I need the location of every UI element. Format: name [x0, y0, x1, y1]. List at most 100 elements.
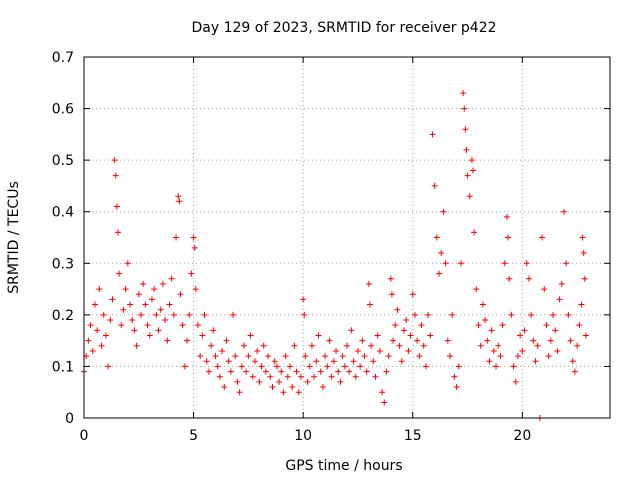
x-tick-label: 5 — [189, 428, 198, 444]
data-points — [81, 90, 589, 421]
data-point — [359, 337, 366, 344]
data-point — [418, 322, 425, 329]
data-point — [464, 172, 471, 179]
data-point — [157, 306, 164, 313]
data-point — [308, 342, 315, 349]
data-point — [127, 301, 134, 308]
data-point — [232, 353, 239, 360]
data-point — [581, 275, 588, 282]
data-point — [188, 270, 195, 277]
data-point — [295, 389, 302, 396]
data-point — [300, 296, 307, 303]
data-point — [541, 286, 548, 293]
data-point — [381, 399, 388, 406]
data-point — [493, 363, 500, 370]
data-point — [414, 337, 421, 344]
data-point — [512, 378, 519, 385]
data-point — [392, 322, 399, 329]
data-point — [159, 280, 166, 287]
data-point — [186, 311, 193, 318]
data-point — [192, 286, 199, 293]
x-tick-label: 15 — [404, 428, 422, 444]
data-point — [438, 249, 445, 256]
data-point — [470, 167, 477, 174]
data-point — [346, 368, 353, 375]
data-point — [191, 244, 198, 251]
data-point — [317, 368, 324, 375]
data-point — [534, 342, 541, 349]
data-point — [552, 327, 559, 334]
y-tick-label: 0.5 — [52, 153, 74, 169]
data-point — [322, 353, 329, 360]
data-point — [444, 337, 451, 344]
data-point — [166, 301, 173, 308]
data-point — [197, 353, 204, 360]
data-point — [463, 146, 470, 153]
data-point — [214, 363, 221, 370]
data-point — [525, 275, 532, 282]
data-point — [116, 270, 123, 277]
data-point — [539, 234, 546, 241]
data-point — [374, 332, 381, 339]
data-point — [505, 234, 512, 241]
data-point — [420, 342, 427, 349]
data-point — [550, 311, 557, 318]
data-point — [199, 332, 206, 339]
data-point — [311, 373, 318, 380]
data-point — [291, 342, 298, 349]
data-point — [508, 311, 515, 318]
data-point — [580, 249, 587, 256]
data-point — [293, 368, 300, 375]
data-point — [495, 342, 502, 349]
data-point — [313, 358, 320, 365]
data-point — [387, 275, 394, 282]
data-point — [499, 322, 506, 329]
data-point — [100, 311, 107, 318]
data-point — [523, 260, 530, 267]
data-point — [153, 311, 160, 318]
data-point — [530, 337, 537, 344]
data-point — [398, 358, 405, 365]
data-point — [243, 368, 250, 375]
data-point — [468, 157, 475, 164]
data-point — [449, 311, 456, 318]
data-point — [436, 270, 443, 277]
data-point — [403, 317, 410, 324]
data-point — [477, 342, 484, 349]
data-point — [140, 280, 147, 287]
data-point — [179, 322, 186, 329]
data-point — [473, 286, 480, 293]
data-point — [129, 317, 136, 324]
data-point — [388, 291, 395, 298]
data-point — [113, 203, 120, 210]
data-point — [341, 363, 348, 370]
data-point — [348, 327, 355, 334]
data-point — [416, 353, 423, 360]
data-point — [133, 342, 140, 349]
data-point — [151, 286, 158, 293]
data-point — [120, 306, 127, 313]
data-point — [368, 342, 375, 349]
data-point — [240, 342, 247, 349]
data-point — [569, 358, 576, 365]
data-point — [203, 358, 210, 365]
data-point — [168, 275, 175, 282]
data-point — [234, 378, 241, 385]
data-point — [315, 332, 322, 339]
data-point — [221, 384, 228, 391]
data-point — [545, 353, 552, 360]
data-point — [184, 337, 191, 344]
y-tick-label: 0.2 — [52, 308, 74, 324]
data-point — [262, 368, 269, 375]
data-point — [276, 378, 283, 385]
data-point — [440, 208, 447, 215]
data-point — [517, 332, 524, 339]
data-point — [223, 337, 230, 344]
data-point — [556, 296, 563, 303]
y-tick-label: 0.6 — [52, 102, 74, 118]
data-point — [582, 332, 589, 339]
data-point — [122, 286, 129, 293]
y-axis-label: SRMTID / TECUs — [6, 181, 22, 294]
data-point — [91, 301, 98, 308]
